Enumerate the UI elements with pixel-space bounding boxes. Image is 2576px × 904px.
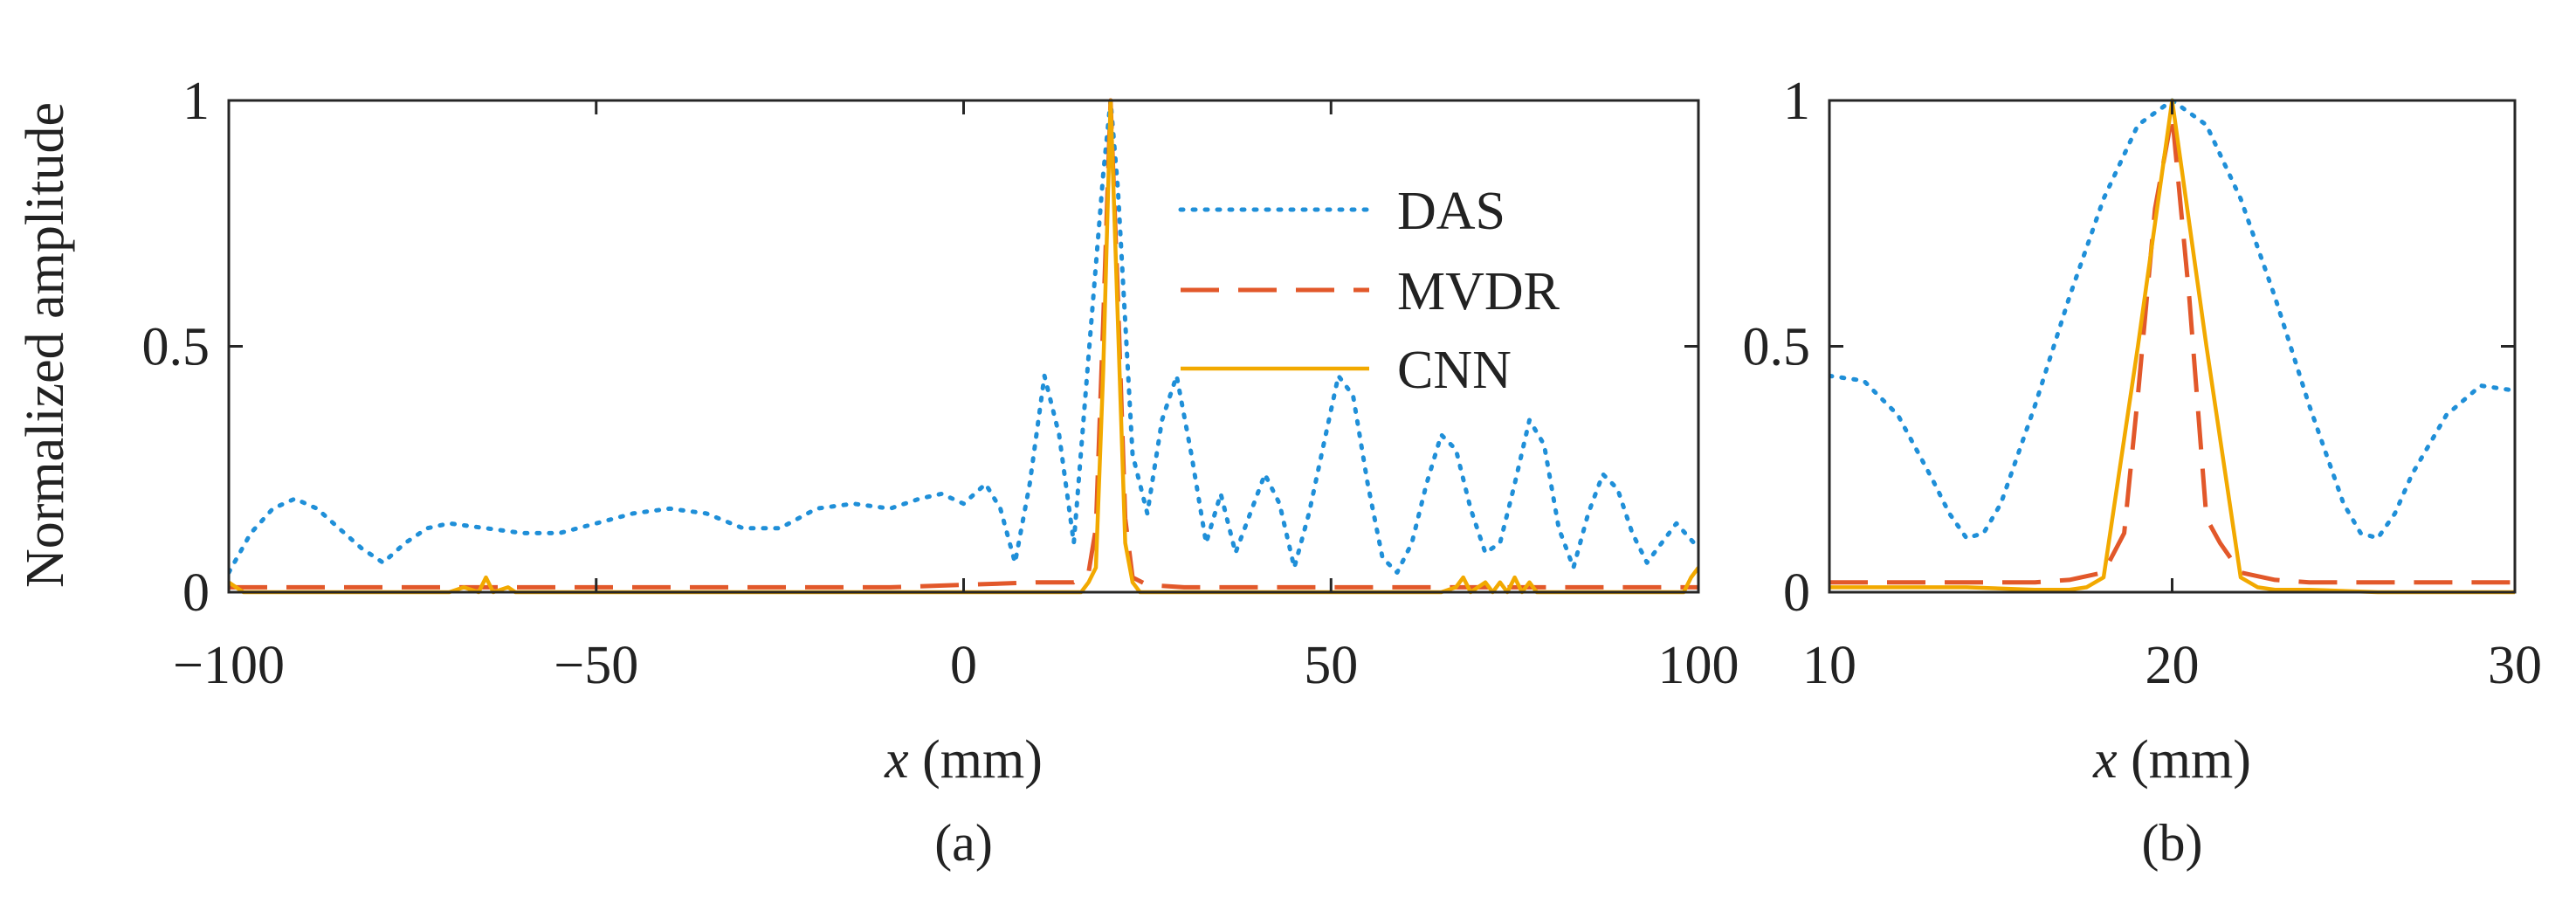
series-cnn-line-a (229, 98, 1698, 595)
x-tick-label: 100 (1658, 636, 1739, 695)
x-tick-label: 20 (2146, 636, 2200, 695)
x-axis-label-b: x (mm) (2092, 730, 2251, 790)
panel-b: 10 20 30 0 0.5 1 x (mm) (b) (1743, 72, 2543, 872)
x-axis-label-a: x (mm) (884, 730, 1043, 790)
legend: DAS MVDR CNN (1178, 182, 1560, 400)
series-das-line-a (229, 98, 1698, 575)
series-das-line-b (1829, 98, 2515, 541)
legend-label-das: DAS (1397, 182, 1505, 241)
legend-label-mvdr: MVDR (1397, 262, 1560, 321)
y-axis-label: Normalized amplitude (16, 102, 75, 588)
plot-area-b (1829, 98, 2515, 595)
panel-label-a: (a) (934, 814, 993, 872)
x-tick-label: 50 (1304, 636, 1358, 695)
x-tick-label: −50 (554, 636, 638, 695)
y-tick-label: 0.5 (142, 318, 210, 377)
plot-area-a (229, 98, 1698, 595)
panel-label-b: (b) (2142, 814, 2203, 872)
x-tick-label: 30 (2488, 636, 2542, 695)
y-tick-label: 0 (183, 563, 210, 623)
x-tick-label: −100 (173, 636, 285, 695)
y-tick-label: 0.5 (1743, 318, 1811, 377)
x-tick-label: 0 (950, 636, 977, 695)
y-tick-label: 1 (1783, 72, 1810, 131)
axes-frame-b (1828, 99, 2517, 594)
panel-a: −100 −50 0 50 100 0 0.5 1 x (mm) (a) DAS MVDR CNN (142, 72, 1739, 872)
series-cnn-line-b (1829, 98, 2515, 595)
x-tick-label: 10 (1802, 636, 1856, 695)
y-tick-label: 1 (183, 72, 210, 131)
series-mvdr-line-b (1829, 113, 2515, 585)
y-tick-label: 0 (1783, 563, 1810, 623)
legend-label-cnn: CNN (1397, 341, 1512, 400)
